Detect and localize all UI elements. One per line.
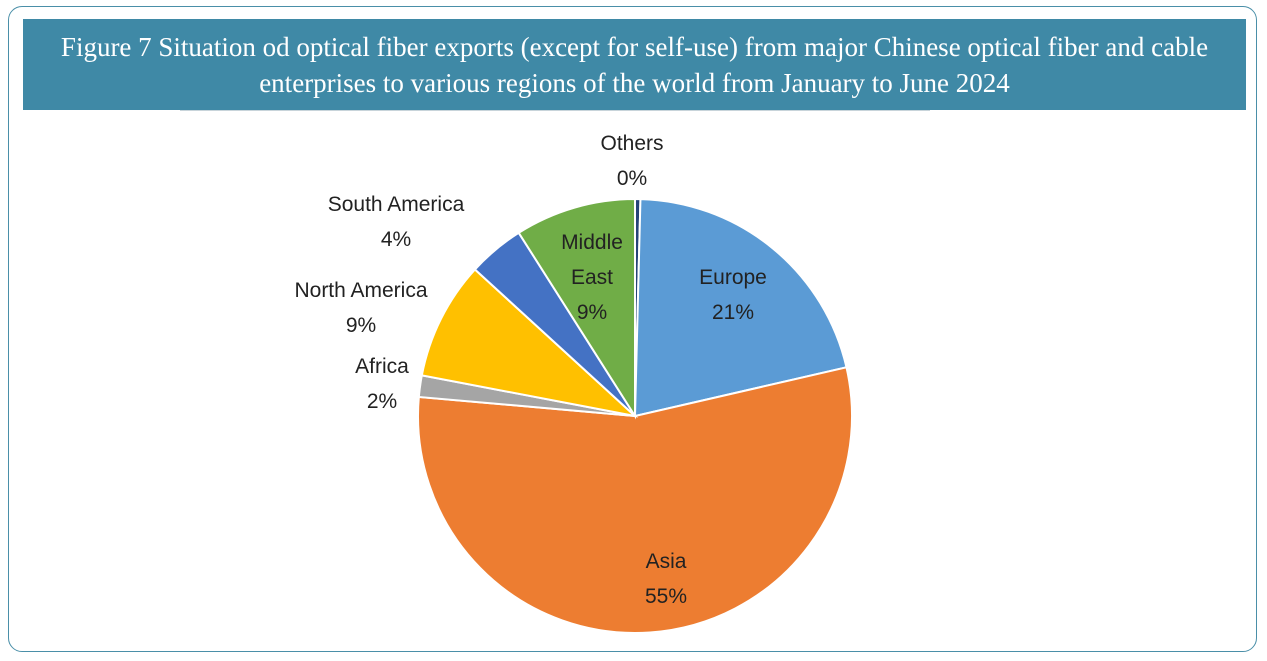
slice-name-label-others: Others — [600, 132, 663, 155]
slice-name-label-middle-east-2: East — [571, 266, 613, 289]
slice-percent-label-asia: 55% — [645, 585, 687, 608]
slice-name-label-south-america: South America — [328, 193, 465, 216]
slice-name-label-europe: Europe — [699, 266, 767, 289]
title-divider — [180, 110, 930, 111]
slice-percent-label-middle-east: 9% — [577, 301, 607, 324]
pie-slice-europe — [633, 198, 848, 418]
pie-slice-middle-east — [517, 197, 636, 420]
slice-percent-label-south-america: 4% — [381, 228, 411, 251]
slice-percent-label-europe: 21% — [712, 301, 754, 324]
slice-percent-label-africa: 2% — [367, 390, 397, 413]
slice-name-label-africa: Africa — [355, 355, 409, 378]
pie-slice-asia — [417, 366, 853, 634]
chart-title: Figure 7 Situation od optical fiber expo… — [23, 19, 1246, 110]
slice-name-label-north-america: North America — [294, 279, 427, 302]
slice-percent-label-north-america: 9% — [346, 314, 376, 337]
slice-name-label-middle-east-1: Middle — [561, 231, 623, 254]
slice-name-label-asia: Asia — [646, 550, 687, 573]
pie-slice-north-america — [420, 268, 639, 418]
slice-percent-label-others: 0% — [617, 167, 647, 190]
